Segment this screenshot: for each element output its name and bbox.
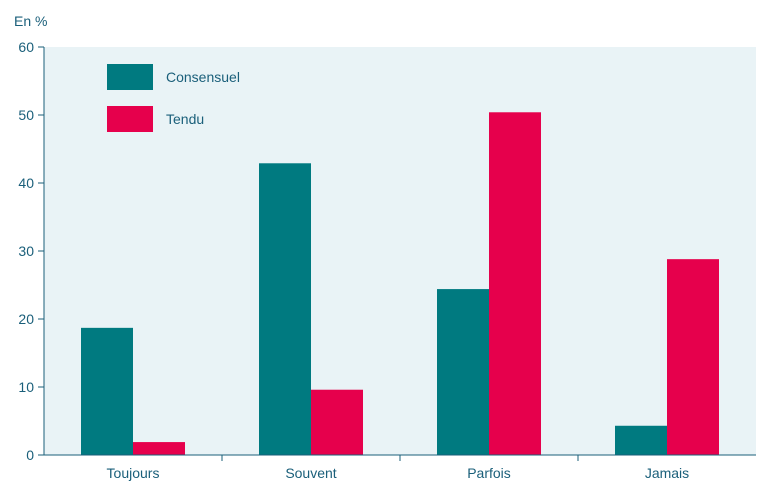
x-category-label: Souvent bbox=[285, 465, 336, 481]
y-tick-label: 50 bbox=[18, 107, 34, 123]
y-tick-label: 20 bbox=[18, 311, 34, 327]
axes-layer: 0 10 20 30 40 50 60 Toujours Souvent Parfois Jamai… bbox=[18, 39, 756, 481]
bar-tendu-jamais bbox=[667, 259, 719, 455]
legend-label-tendu: Tendu bbox=[166, 111, 204, 127]
legend: Consensuel Tendu bbox=[107, 64, 240, 132]
y-tick-label: 60 bbox=[18, 39, 34, 55]
bar-tendu-toujours bbox=[133, 442, 185, 455]
x-category-label: Jamais bbox=[645, 465, 689, 481]
y-tick-label: 10 bbox=[18, 379, 34, 395]
y-tick-label: 0 bbox=[26, 447, 34, 463]
legend-swatch-consensuel bbox=[107, 64, 153, 90]
bar-consensuel-jamais bbox=[615, 425, 667, 455]
plot-area bbox=[44, 47, 756, 455]
bars-layer bbox=[81, 112, 719, 455]
legend-swatch-tendu bbox=[107, 106, 153, 132]
legend-label-consensuel: Consensuel bbox=[166, 69, 240, 85]
y-tick-label: 30 bbox=[18, 243, 34, 259]
x-category-label: Toujours bbox=[107, 465, 160, 481]
bar-tendu-parfois bbox=[489, 112, 541, 455]
y-tick-label: 40 bbox=[18, 175, 34, 191]
bar-consensuel-souvent bbox=[259, 163, 311, 455]
x-category-label: Parfois bbox=[467, 465, 511, 481]
bar-consensuel-toujours bbox=[81, 327, 133, 455]
y-unit-label: En % bbox=[14, 13, 47, 29]
bar-consensuel-parfois bbox=[437, 289, 489, 455]
bar-tendu-souvent bbox=[311, 389, 363, 455]
